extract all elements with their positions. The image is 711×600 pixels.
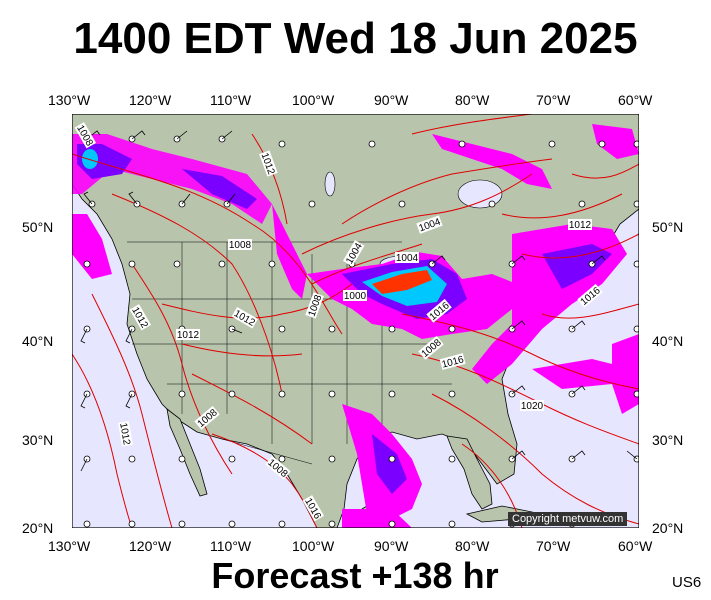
lat-label-right: 30°N: [652, 432, 684, 448]
isobar-label: 1020: [521, 401, 544, 412]
lat-label-left: 40°N: [22, 333, 54, 349]
isobar-label: 1000: [344, 291, 367, 302]
forecast-label: Forecast +138 hr: [211, 555, 499, 596]
florida: [446, 435, 493, 510]
lon-label-bottom: 60°W: [618, 538, 653, 554]
isobar-label: 1008: [229, 240, 252, 251]
rain-northeast: [432, 134, 552, 189]
lon-label-top: 130°W: [48, 92, 91, 108]
lon-label-bottom: 130°W: [48, 538, 91, 554]
lon-label-bottom: 80°W: [455, 538, 490, 554]
lat-label-left: 50°N: [22, 219, 54, 235]
lon-label-top: 60°W: [618, 92, 653, 108]
isobar-label: 1012: [177, 330, 200, 341]
map-title: 1400 EDT Wed 18 Jun 2025: [73, 14, 638, 63]
lat-label-right: 40°N: [652, 333, 684, 349]
weather-map: 1008 1012 1008 1004 1004 1004 1008 1000 …: [72, 114, 639, 528]
lon-label-bottom: 110°W: [210, 538, 252, 554]
lat-label-left: 20°N: [22, 520, 54, 536]
lon-label-bottom: 70°W: [536, 538, 571, 554]
isobar-label: 1012: [569, 220, 592, 231]
lat-label-right: 50°N: [652, 219, 684, 235]
copyright-label: Copyright metvuw.com: [508, 512, 628, 526]
wind-station-markers: [83, 135, 639, 528]
lon-label-top: 110°W: [210, 92, 252, 108]
lon-label-top: 70°W: [536, 92, 571, 108]
lat-label-left: 30°N: [22, 432, 54, 448]
lon-label-top: 100°W: [292, 92, 335, 108]
rain-west-coast: [72, 214, 112, 279]
region-code: US6: [672, 574, 702, 591]
lon-label-top: 80°W: [455, 92, 490, 108]
lon-label-top: 90°W: [374, 92, 409, 108]
lon-label-bottom: 100°W: [292, 538, 335, 554]
lat-label-right: 20°N: [652, 520, 684, 536]
wind-barbs: [80, 130, 638, 472]
baja-california: [166, 408, 208, 497]
lon-label-bottom: 90°W: [374, 538, 409, 554]
rain-extreme-core: [372, 270, 432, 294]
lon-label-top: 120°W: [129, 92, 172, 108]
lon-label-bottom: 120°W: [129, 538, 172, 554]
isobar-label: 1004: [396, 253, 419, 264]
isobar-label: 1012: [117, 422, 132, 446]
